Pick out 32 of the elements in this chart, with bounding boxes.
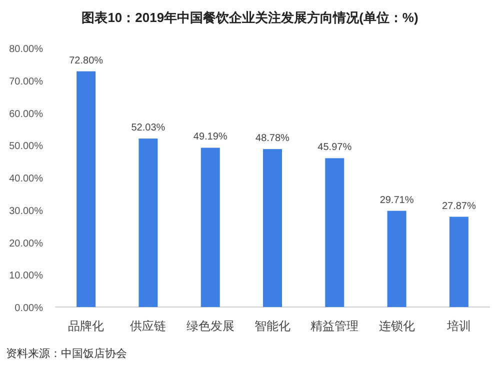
data-label: 52.03%	[131, 122, 166, 134]
chart-title: 图表10：2019年中国餐饮企业关注发展方向情况(单位：%)	[82, 10, 418, 25]
bar	[449, 216, 468, 307]
bar	[76, 71, 96, 307]
x-tick-label: 绿色发展	[186, 319, 234, 333]
data-label: 27.87%	[442, 200, 476, 212]
y-tick-label: 20.00%	[9, 238, 44, 250]
bar	[138, 138, 158, 307]
bar	[263, 149, 282, 307]
data-label: 48.78%	[256, 133, 290, 144]
x-tick-label: 精益管理	[310, 319, 359, 333]
x-tick-label: 智能化	[254, 319, 290, 333]
x-tick-label: 供应链	[130, 319, 166, 333]
y-tick-label: 80.00%	[9, 44, 44, 55]
data-label: 29.71%	[380, 194, 414, 206]
bar	[200, 148, 220, 307]
y-tick-label: 40.00%	[9, 174, 44, 184]
y-tick-label: 70.00%	[9, 76, 44, 88]
data-label: 72.80%	[69, 55, 104, 66]
x-tick-label: 连锁化	[378, 319, 415, 333]
x-tick-label: 培训	[446, 319, 471, 333]
data-label: 49.19%	[193, 132, 228, 143]
y-tick-label: 10.00%	[9, 270, 44, 282]
data-label: 45.97%	[318, 142, 352, 154]
bar	[325, 158, 344, 307]
y-tick-label: 0.00%	[14, 303, 44, 314]
bar	[387, 210, 406, 307]
text: 资料来源：中国饭店协会	[6, 347, 127, 360]
y-tick-label: 60.00%	[9, 108, 44, 120]
x-tick-label: 品牌化	[68, 319, 104, 333]
y-tick-label: 30.00%	[9, 206, 44, 217]
y-tick-label: 50.00%	[9, 141, 44, 152]
